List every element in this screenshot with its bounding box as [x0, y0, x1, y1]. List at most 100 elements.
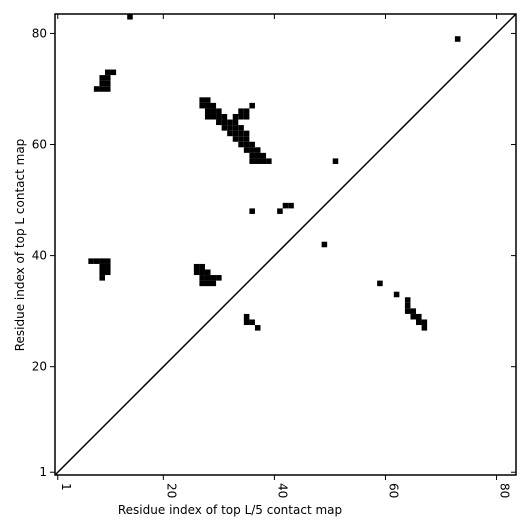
contact-cell	[232, 113, 239, 120]
contact-cell	[254, 325, 261, 331]
contact-cell	[232, 125, 239, 131]
contact-cell	[210, 102, 217, 109]
x-tick-label: 1	[59, 483, 73, 491]
contact-cell	[249, 147, 255, 153]
contact-cell	[221, 113, 228, 120]
contact-cell	[104, 86, 111, 92]
contact-cell	[210, 280, 217, 287]
contact-cell	[216, 275, 222, 281]
contact-cell	[199, 280, 205, 287]
contact-cell	[199, 97, 205, 103]
contact-cell	[221, 119, 228, 126]
contact-cell	[99, 75, 105, 81]
contact-cell	[104, 263, 111, 270]
contact-cell	[266, 158, 272, 164]
contact-cell	[321, 241, 328, 248]
contact-cell	[410, 308, 417, 314]
contact-cell	[260, 152, 267, 159]
contact-cell	[254, 147, 261, 153]
contact-cell	[227, 119, 233, 126]
contact-cell	[416, 319, 422, 326]
contact-cell	[227, 125, 233, 131]
contact-cell	[99, 86, 105, 92]
contact-cell	[243, 130, 250, 137]
diagonal-line	[54, 13, 517, 476]
contact-cell	[99, 258, 105, 264]
contact-cell	[104, 75, 111, 81]
contact-cell	[249, 102, 255, 109]
contact-cell	[127, 14, 133, 20]
contact-cell	[88, 258, 94, 264]
contact-cell	[404, 308, 411, 314]
contact-cell	[104, 269, 111, 276]
contact-cell	[199, 275, 205, 281]
y-tick-label: 1	[39, 465, 47, 479]
contact-cell	[243, 113, 250, 120]
contact-cell	[204, 108, 211, 114]
contact-cell	[199, 102, 205, 109]
contact-cell	[110, 69, 117, 76]
contact-cell	[249, 158, 255, 164]
contact-cell	[416, 313, 422, 320]
contact-cell	[99, 275, 105, 281]
contact-cell	[93, 86, 100, 92]
contact-cell	[216, 119, 222, 126]
contact-cell	[282, 202, 289, 209]
contact-cell	[393, 291, 400, 298]
contact-cell	[243, 141, 250, 148]
y-axis-label: Residue index of top L contact map	[13, 139, 27, 352]
plot-frame	[54, 13, 517, 476]
contact-cell	[204, 102, 211, 109]
contact-cell	[204, 280, 211, 287]
y-tick-label: 20	[32, 360, 47, 374]
contact-cell	[104, 69, 111, 76]
contact-cell	[238, 113, 244, 120]
contact-cell	[288, 202, 294, 209]
contact-cell	[243, 147, 250, 153]
contact-cell	[216, 113, 222, 120]
contact-cell	[238, 141, 244, 148]
contact-cell	[249, 208, 255, 214]
x-tick-label: 20	[164, 483, 178, 498]
y-tick-label: 40	[32, 249, 47, 263]
contact-cell	[238, 108, 244, 114]
contact-cell	[99, 269, 105, 276]
contact-cell	[193, 269, 200, 276]
contact-cell	[204, 97, 211, 103]
contact-cell	[238, 125, 244, 131]
contact-cell	[454, 36, 461, 42]
contact-cell	[410, 313, 417, 320]
contact-cell	[277, 208, 283, 214]
contact-cell	[249, 152, 255, 159]
contact-cell	[99, 80, 105, 87]
contact-cell	[199, 263, 205, 270]
x-axis-label: Residue index of top L/5 contact map	[118, 503, 342, 517]
contact-cell	[377, 280, 383, 287]
y-tick-label: 80	[32, 26, 47, 40]
contact-cell	[404, 297, 411, 303]
contact-cell	[249, 141, 255, 148]
contact-cell	[421, 325, 428, 331]
contact-cell	[204, 113, 211, 120]
contact-cell	[93, 258, 100, 264]
contact-cell	[232, 130, 239, 137]
contact-cell	[193, 263, 200, 270]
contact-cell	[104, 80, 111, 87]
y-tick-label: 60	[32, 138, 47, 152]
contact-cell	[254, 152, 261, 159]
contact-cell	[204, 269, 211, 276]
contact-cell	[249, 319, 255, 326]
contact-cell	[243, 108, 250, 114]
contact-cell	[243, 136, 250, 142]
contact-cell	[204, 275, 211, 281]
contact-cell	[104, 258, 111, 264]
contact-cell	[199, 269, 205, 276]
contact-cell	[99, 263, 105, 270]
contact-cell	[332, 158, 339, 164]
contact-cell	[210, 113, 217, 120]
contact-cell	[260, 158, 267, 164]
contact-cell	[227, 130, 233, 137]
contact-cell	[210, 108, 217, 114]
contact-cell	[421, 319, 428, 326]
